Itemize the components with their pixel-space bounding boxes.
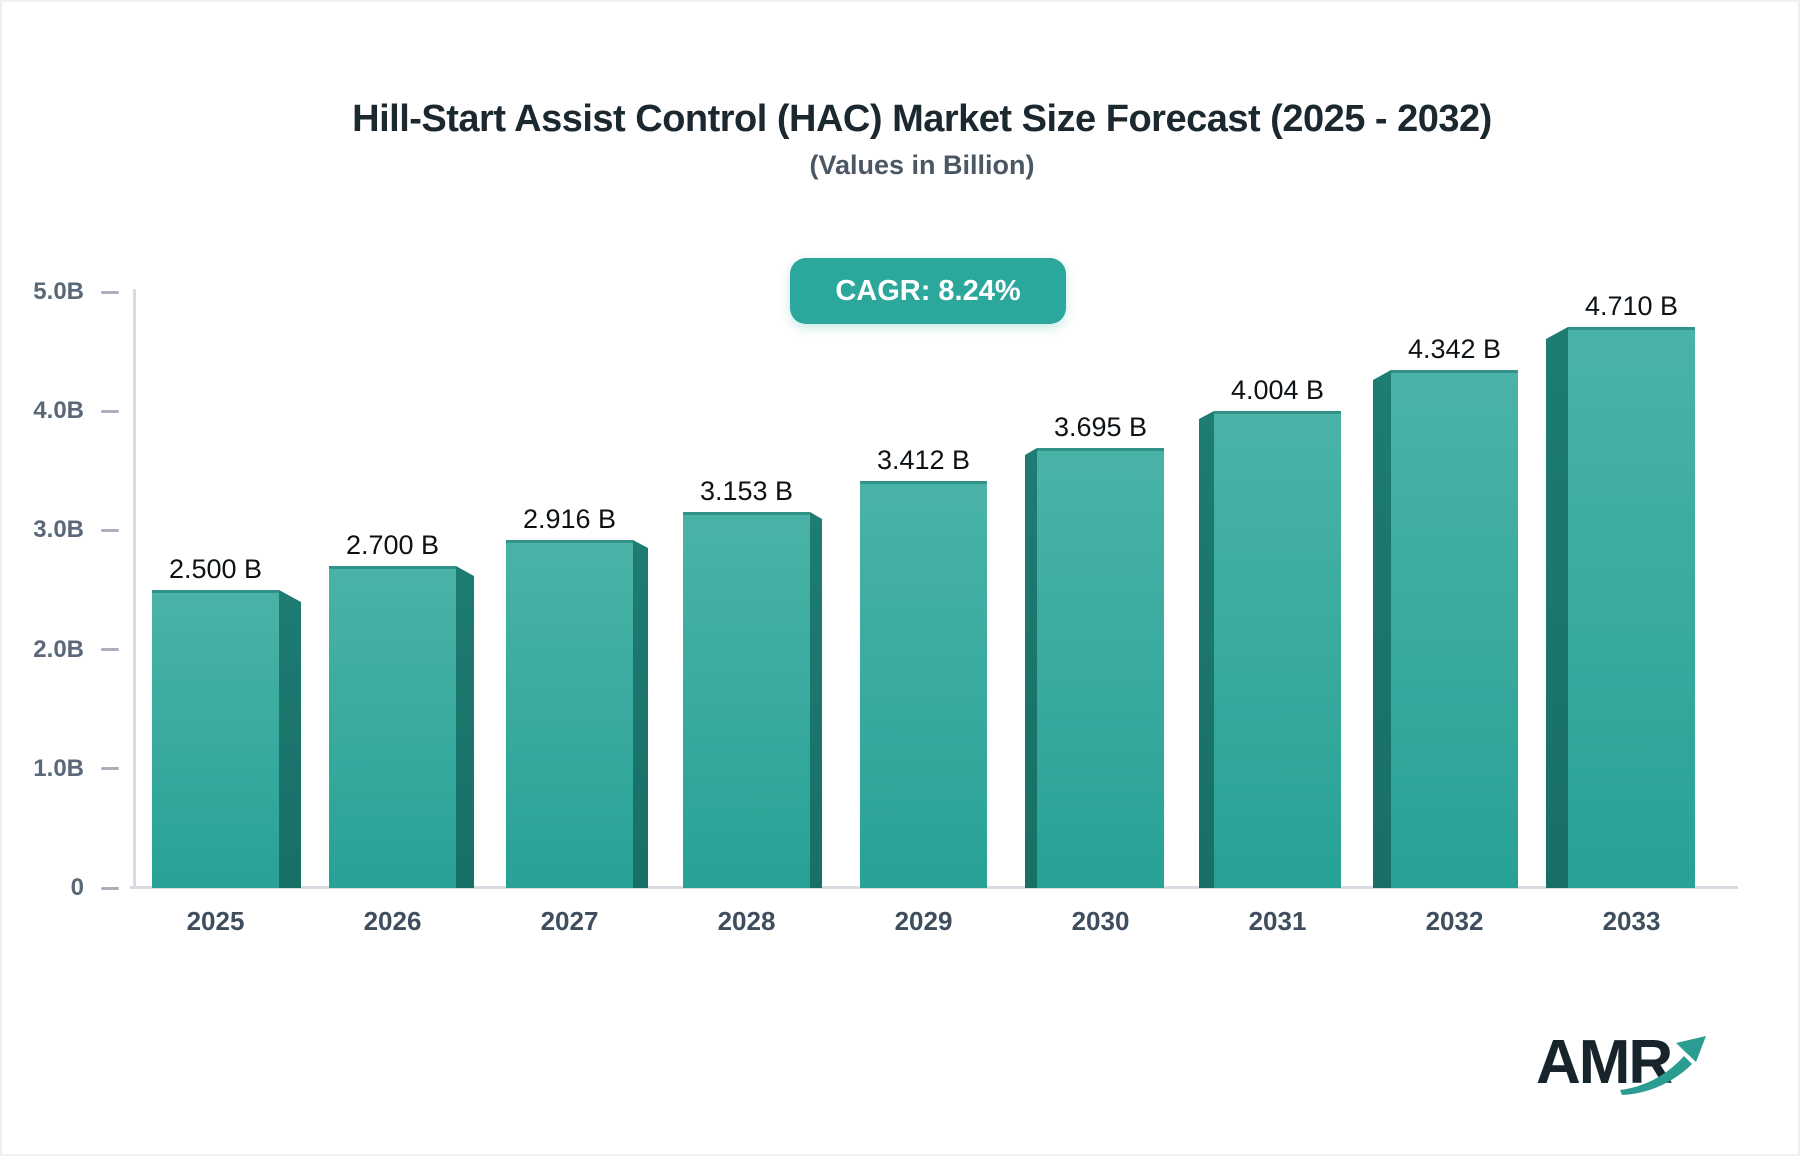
y-tick-mark	[101, 886, 119, 890]
bar-value-label-2027: 2.916 B	[522, 504, 617, 534]
x-tick-label-2028: 2028	[717, 906, 776, 936]
bar-side-face-2033	[1546, 327, 1568, 888]
bar-value-label-2029: 3.412 B	[876, 445, 971, 475]
x-tick-label-2030: 2030	[1071, 906, 1130, 936]
bar-side-face-2031	[1199, 411, 1214, 888]
bar-side-face-2027	[633, 540, 648, 888]
y-tick-label-1.0B: 1.0B	[33, 754, 84, 782]
bar-value-label-2032: 4.342 B	[1407, 334, 1502, 364]
x-tick-label-2029: 2029	[894, 906, 953, 936]
y-tick-label-3.0B: 3.0B	[33, 516, 84, 544]
y-axis-line	[133, 289, 136, 889]
y-tick-mark	[101, 767, 119, 771]
x-tick-label-2032: 2032	[1425, 906, 1484, 936]
bar-2030	[1037, 448, 1164, 888]
y-tick-label-4.0B: 4.0B	[33, 397, 84, 425]
bar-side-face-2025	[279, 590, 301, 888]
x-tick-label-2031: 2031	[1248, 906, 1307, 936]
y-tick-mark	[101, 528, 119, 532]
cagr-badge: CAGR: 8.24%	[790, 258, 1066, 324]
y-tick-mark	[101, 648, 119, 652]
x-tick-label-2026: 2026	[363, 906, 422, 936]
bar-value-label-2028: 3.153 B	[699, 476, 794, 506]
cagr-badge-label: CAGR: 8.24%	[835, 274, 1021, 307]
bar-value-label-2031: 4.004 B	[1230, 375, 1325, 405]
bar-value-label-2033: 4.710 B	[1584, 291, 1679, 321]
bar-2025	[152, 590, 279, 888]
chart-title: Hill-Start Assist Control (HAC) Market S…	[352, 98, 1492, 140]
bar-2026	[329, 566, 456, 888]
y-tick-label-0: 0	[70, 874, 84, 901]
y-tick-mark	[101, 409, 119, 413]
bar-side-face-2032	[1373, 370, 1391, 888]
bar-value-label-2025: 2.500 B	[168, 554, 263, 584]
bar-side-face-2028	[810, 512, 822, 888]
y-tick-mark	[101, 290, 119, 294]
y-tick-label-5.0B: 5.0B	[33, 278, 84, 305]
bar-2029	[860, 481, 987, 888]
chart-subtitle: (Values in Billion)	[809, 150, 1035, 180]
amr-logo: AMR	[1536, 1032, 1716, 1112]
x-tick-label-2033: 2033	[1602, 906, 1661, 936]
trend-arrow-icon	[1620, 1036, 1706, 1095]
y-tick-label-2.0B: 2.0B	[33, 635, 84, 663]
bar-2031	[1214, 411, 1341, 888]
x-tick-label-2025: 2025	[186, 906, 245, 936]
bar-2032	[1391, 370, 1518, 888]
bar-2033	[1568, 327, 1695, 888]
bar-side-face-2030	[1025, 448, 1037, 888]
bar-2027	[506, 540, 633, 888]
bar-value-label-2030: 3.695 B	[1053, 412, 1148, 442]
bar-side-face-2026	[456, 566, 474, 888]
bar-2028	[683, 512, 810, 888]
x-tick-label-2027: 2027	[540, 906, 599, 936]
bar-value-label-2026: 2.700 B	[345, 530, 440, 560]
